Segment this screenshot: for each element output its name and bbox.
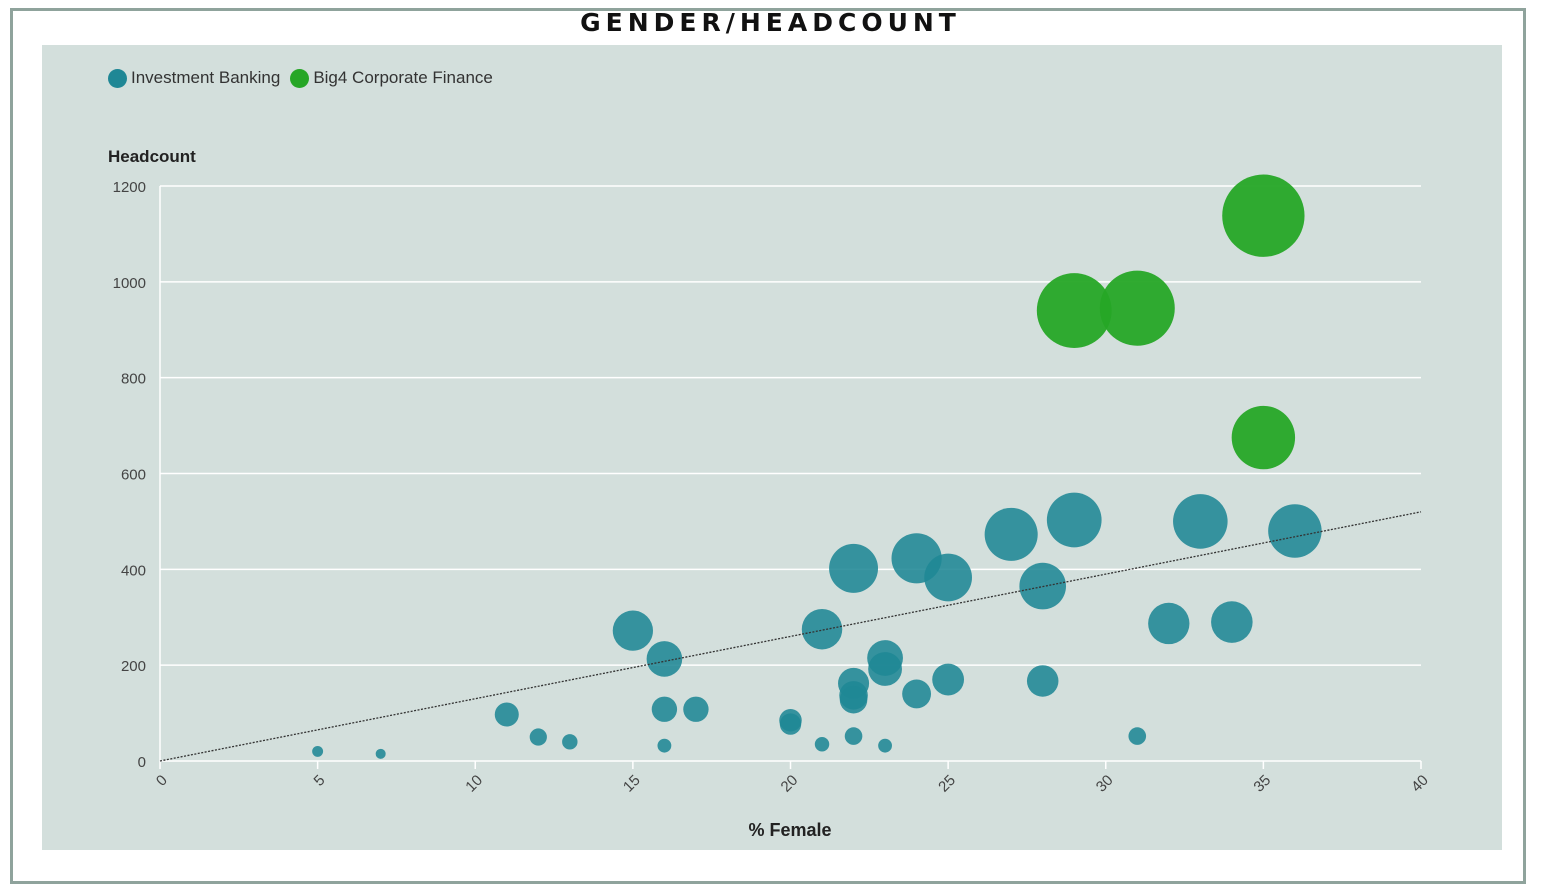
bubble-investment-banking — [1211, 601, 1253, 643]
x-axis-label: % Female — [748, 820, 832, 840]
bubble-investment-banking — [839, 685, 868, 714]
x-tick-label: 25 — [935, 772, 959, 796]
y-tick-label: 200 — [121, 658, 146, 675]
y-tick-label: 1000 — [113, 275, 146, 292]
legend-swatch-big4 — [290, 68, 310, 88]
x-tick-label: 0 — [153, 772, 171, 790]
bubble-investment-banking — [657, 738, 672, 753]
bubble-investment-banking — [801, 608, 843, 650]
x-tick-label: 10 — [462, 772, 486, 796]
x-tick-label: 20 — [778, 772, 802, 796]
bubble-big4-corporate-finance — [1036, 273, 1112, 348]
bubble-investment-banking — [924, 553, 973, 602]
x-tick-label: 40 — [1408, 772, 1432, 796]
bubble-investment-banking — [1046, 492, 1102, 548]
y-tick-label: 800 — [121, 371, 146, 388]
legend-item-investment-banking[interactable]: Investment Banking — [108, 68, 280, 88]
bubble-investment-banking — [1026, 665, 1059, 697]
bubble-investment-banking — [651, 696, 678, 722]
bubble-investment-banking — [612, 610, 653, 651]
bubble-investment-banking — [683, 696, 709, 722]
bubble-investment-banking — [932, 663, 965, 696]
bubble-investment-banking — [984, 507, 1038, 561]
bubble-investment-banking — [1148, 602, 1190, 645]
legend: Investment Banking Big4 Corporate Financ… — [108, 68, 503, 88]
bubble-investment-banking — [1173, 494, 1228, 549]
bubble-investment-banking — [375, 748, 386, 759]
x-tick-label: 35 — [1250, 772, 1274, 796]
bubble-investment-banking — [1128, 727, 1147, 745]
bubble-investment-banking — [312, 745, 324, 757]
x-tick-label: 15 — [620, 772, 644, 796]
chart-title: GENDER/HEADCOUNT — [580, 8, 961, 37]
bubble-big4-corporate-finance — [1222, 174, 1305, 257]
bubble-investment-banking — [868, 652, 902, 686]
legend-label-big4: Big4 Corporate Finance — [313, 68, 493, 87]
legend-item-big4[interactable]: Big4 Corporate Finance — [290, 68, 493, 88]
x-tick-label: 30 — [1093, 772, 1117, 796]
bubble-investment-banking — [646, 641, 683, 677]
y-tick-label: 600 — [121, 467, 146, 484]
bubble-investment-banking — [562, 734, 578, 750]
y-tick-label: 1200 — [113, 179, 146, 196]
bubble-investment-banking — [878, 738, 892, 753]
bubble-investment-banking — [494, 702, 519, 727]
legend-label-investment-banking: Investment Banking — [131, 68, 281, 87]
bubble-investment-banking — [529, 728, 547, 746]
bubble-big4-corporate-finance — [1231, 405, 1296, 470]
bubble-big4-corporate-finance — [1099, 270, 1175, 346]
bubble-investment-banking — [814, 737, 830, 752]
y-tick-label: 0 — [138, 754, 146, 771]
bubble-investment-banking — [1268, 504, 1322, 558]
trendline — [159, 511, 1422, 762]
x-tick-label: 5 — [311, 772, 329, 790]
bubble-investment-banking — [779, 713, 802, 735]
bubble-investment-banking — [902, 679, 932, 709]
y-tick-label: 400 — [121, 562, 146, 579]
bubble-investment-banking — [829, 543, 879, 593]
y-axis-label: Headcount — [108, 147, 196, 166]
legend-swatch-investment-banking — [108, 68, 127, 88]
bubble-investment-banking — [844, 727, 863, 745]
